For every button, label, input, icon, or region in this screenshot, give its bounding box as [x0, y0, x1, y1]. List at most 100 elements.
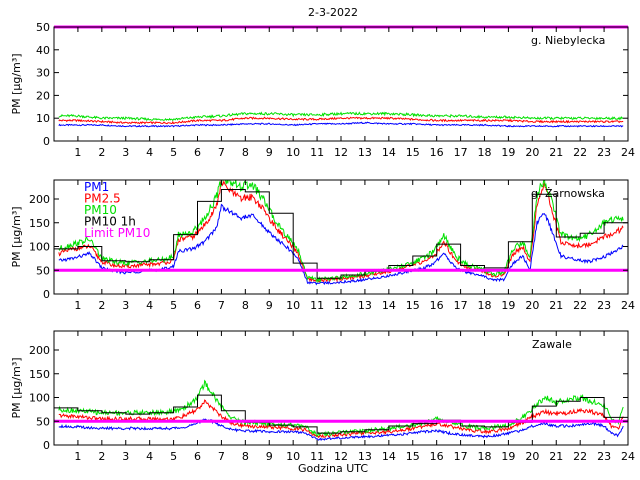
plot-area	[54, 379, 628, 442]
x-tick-label: 7	[218, 450, 225, 463]
series-pm10-1h	[54, 189, 628, 279]
y-tick-label: 150	[29, 217, 50, 230]
y-tick-label: 20	[36, 89, 50, 102]
x-tick-label: 6	[194, 146, 201, 159]
x-tick-label: 5	[170, 450, 177, 463]
chart-title: 2-3-2022	[308, 6, 358, 19]
x-tick-label: 19	[501, 146, 515, 159]
x-tick-label: 5	[170, 299, 177, 312]
legend-entry: Limit PM10	[84, 226, 150, 240]
x-tick-label: 1	[74, 299, 81, 312]
y-axis-label: PM [µg/m³]	[10, 206, 23, 267]
x-tick-label: 23	[597, 450, 611, 463]
y-tick-label: 100	[29, 392, 50, 405]
x-tick-label: 21	[549, 450, 563, 463]
series-pm1	[58, 203, 624, 286]
x-tick-label: 18	[478, 299, 492, 312]
x-tick-label: 2	[98, 146, 105, 159]
x-tick-label: 18	[478, 450, 492, 463]
x-tick-label: 16	[430, 299, 444, 312]
x-tick-label: 19	[501, 299, 515, 312]
x-tick-label: 20	[525, 299, 539, 312]
x-tick-label: 11	[310, 146, 324, 159]
x-tick-label: 8	[242, 146, 249, 159]
x-tick-label: 24	[621, 146, 635, 159]
y-axis-label: PM [µg/m³]	[10, 357, 23, 418]
y-tick-label: 200	[29, 193, 50, 206]
x-tick-label: 3	[122, 299, 129, 312]
x-tick-label: 10	[286, 146, 300, 159]
y-tick-label: 50	[36, 415, 50, 428]
series-pm2-5	[58, 180, 624, 283]
station-label: g. Żarnowska	[531, 187, 605, 200]
x-tick-label: 16	[430, 450, 444, 463]
x-tick-label: 10	[286, 299, 300, 312]
x-tick-label: 14	[382, 450, 396, 463]
x-tick-label: 15	[406, 450, 420, 463]
x-tick-label: 6	[194, 450, 201, 463]
legend-entry: PM2.5	[84, 192, 121, 206]
x-tick-label: 9	[266, 146, 273, 159]
series-pm2-5	[58, 116, 624, 125]
x-tick-label: 20	[525, 146, 539, 159]
x-tick-label: 22	[573, 299, 587, 312]
series-pm1	[58, 121, 624, 128]
x-tick-label: 6	[194, 299, 201, 312]
y-tick-label: 150	[29, 368, 50, 381]
x-tick-label: 14	[382, 146, 396, 159]
series-pm1	[58, 418, 624, 442]
x-tick-label: 11	[310, 450, 324, 463]
x-tick-label: 17	[454, 299, 468, 312]
x-tick-label: 2	[98, 450, 105, 463]
x-tick-label: 8	[242, 450, 249, 463]
legend-entry: PM10 1h	[84, 215, 136, 229]
x-tick-label: 24	[621, 299, 635, 312]
x-tick-label: 9	[266, 299, 273, 312]
x-tick-label: 7	[218, 299, 225, 312]
x-tick-label: 19	[501, 450, 515, 463]
station-label: Zawale	[532, 338, 572, 351]
legend-entry: PM10	[84, 203, 117, 217]
x-tick-label: 24	[621, 450, 635, 463]
x-tick-label: 17	[454, 450, 468, 463]
x-tick-label: 4	[146, 450, 153, 463]
plot-area	[58, 111, 624, 128]
series-pm10	[58, 379, 624, 438]
x-tick-label: 12	[334, 146, 348, 159]
x-tick-label: 4	[146, 299, 153, 312]
x-tick-label: 13	[358, 299, 372, 312]
legend-entry: PM1	[84, 180, 109, 194]
y-tick-label: 100	[29, 241, 50, 254]
x-tick-label: 22	[573, 146, 587, 159]
y-axis-label: PM [µg/m³]	[10, 53, 23, 114]
x-tick-label: 11	[310, 299, 324, 312]
x-tick-label: 21	[549, 299, 563, 312]
x-tick-label: 10	[286, 450, 300, 463]
x-tick-label: 15	[406, 299, 420, 312]
x-tick-label: 17	[454, 146, 468, 159]
station-label: g. Niebylecka	[531, 34, 605, 47]
x-tick-label: 15	[406, 146, 420, 159]
x-tick-label: 3	[122, 146, 129, 159]
x-tick-label: 16	[430, 146, 444, 159]
series-pm10-1h	[54, 394, 628, 434]
x-tick-label: 2	[98, 299, 105, 312]
y-tick-label: 0	[43, 135, 50, 148]
x-tick-label: 9	[266, 450, 273, 463]
x-tick-label: 14	[382, 299, 396, 312]
x-tick-label: 18	[478, 146, 492, 159]
y-tick-label: 40	[36, 44, 50, 57]
y-tick-label: 50	[36, 21, 50, 34]
series-pm2-5	[58, 399, 624, 439]
x-tick-label: 12	[334, 450, 348, 463]
y-tick-label: 50	[36, 264, 50, 277]
x-tick-label: 5	[170, 146, 177, 159]
y-tick-label: 200	[29, 344, 50, 357]
x-tick-label: 1	[74, 450, 81, 463]
x-tick-label: 21	[549, 146, 563, 159]
x-tick-label: 22	[573, 450, 587, 463]
